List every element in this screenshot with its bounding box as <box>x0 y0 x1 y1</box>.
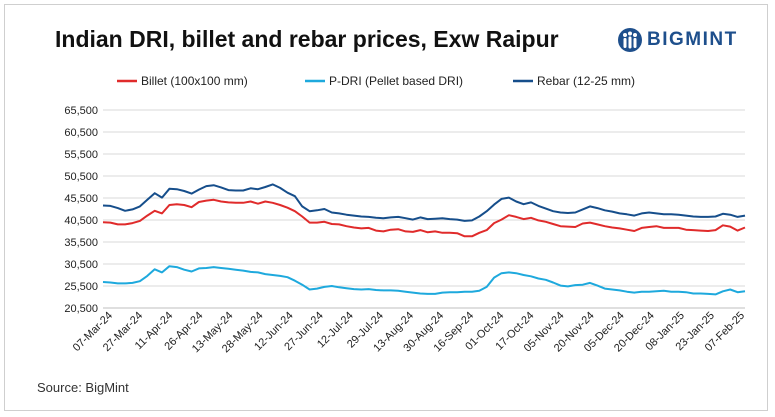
chart-series <box>102 183 746 296</box>
series-line-3 <box>102 183 746 222</box>
bigmint-logo-icon <box>618 28 642 52</box>
source-note: Source: BigMint <box>37 380 129 395</box>
y-tick-label: 20,500 <box>64 303 98 315</box>
series-line-1 <box>102 198 746 238</box>
y-tick-label: 55,500 <box>64 149 98 161</box>
legend-label: P-DRI (Pellet based DRI) <box>329 74 463 88</box>
series-line-2 <box>102 265 746 296</box>
legend-label: Billet (100x100 mm) <box>141 74 248 88</box>
legend-label: Rebar (12-25 mm) <box>537 74 635 88</box>
y-axis-ticks: 20,500 25,500 30,500 35,500 40,500 45,500 50,5… <box>64 105 98 315</box>
chart-title: Indian DRI, billet and rebar prices, Exw… <box>55 26 559 52</box>
chart-frame <box>4 4 768 411</box>
chart-legend: Billet (100x100 mm) P-DRI (Pellet based D… <box>117 74 635 88</box>
x-axis-ticks: 07-Mar-2427-Mar-2411-Apr-2426-Apr-2413-M… <box>71 310 747 356</box>
bigmint-logo: BIGMINT <box>617 27 738 53</box>
y-tick-label: 60,500 <box>64 127 98 139</box>
y-tick-label: 50,500 <box>64 171 98 183</box>
y-tick-label: 25,500 <box>64 281 98 293</box>
chart-gridlines <box>103 109 745 287</box>
y-tick-label: 65,500 <box>64 105 98 117</box>
y-tick-label: 40,500 <box>64 215 98 227</box>
y-tick-label: 45,500 <box>64 193 98 205</box>
y-tick-label: 35,500 <box>64 237 98 249</box>
y-tick-label: 30,500 <box>64 259 98 271</box>
bigmint-logo-text: BIGMINT <box>647 29 738 50</box>
